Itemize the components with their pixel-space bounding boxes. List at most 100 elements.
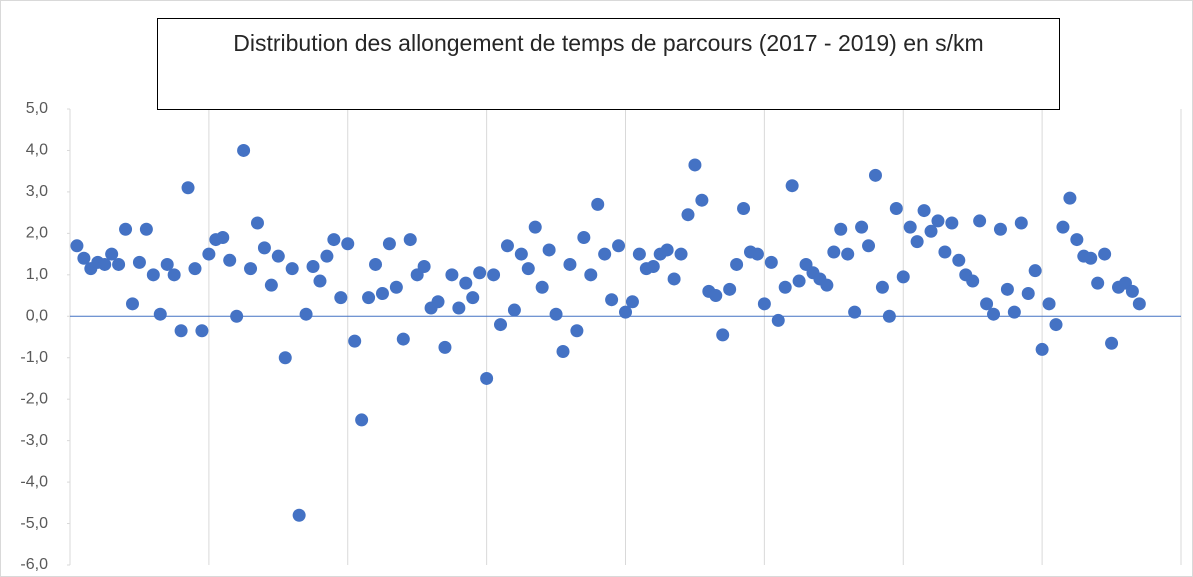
scatter-point [112, 257, 126, 271]
scatter-point [528, 220, 542, 234]
scatter-point [139, 222, 153, 236]
scatter-point [966, 274, 980, 288]
scatter-point [514, 247, 528, 261]
y-tick-label: 3,0 [26, 183, 48, 200]
scatter-point [785, 179, 799, 193]
scatter-point [334, 291, 348, 305]
scatter-point [278, 351, 292, 365]
scatter-point [1049, 318, 1063, 332]
scatter-point [896, 270, 910, 284]
scatter-point [223, 253, 237, 267]
scatter-point [1084, 251, 1098, 265]
scatter-point [619, 305, 632, 319]
scatter-point [973, 214, 987, 228]
scatter-point [855, 220, 869, 234]
scatter-point [584, 268, 598, 282]
scatter-point [737, 201, 751, 215]
scatter-point [625, 295, 639, 309]
scatter-point [987, 307, 1001, 321]
scatter-point [1021, 286, 1035, 300]
scatter-point [98, 257, 112, 271]
y-tick-label: 0,0 [26, 307, 48, 324]
scatter-point [403, 233, 417, 247]
scatter-point [730, 257, 744, 271]
scatter-point [181, 181, 195, 195]
chart-title-box: Distribution des allongement de temps de… [157, 18, 1060, 110]
scatter-point [125, 297, 139, 311]
scatter-point [980, 297, 994, 311]
scatter-point [674, 247, 688, 261]
scatter-point [709, 289, 723, 303]
scatter-point [757, 297, 771, 311]
scatter-point [841, 247, 855, 261]
scatter-point [132, 255, 146, 269]
scatter-point [868, 168, 882, 182]
scatter-point [549, 307, 563, 321]
scatter-point [993, 222, 1007, 236]
scatter-point [348, 334, 362, 348]
scatter-point [431, 295, 445, 309]
scatter-point [160, 257, 174, 271]
scatter-point [1042, 297, 1056, 311]
scatter-point [264, 278, 278, 292]
scatter-point [1098, 247, 1112, 261]
scatter-point [466, 291, 480, 305]
scatter-point [1014, 216, 1028, 230]
scatter-point [153, 307, 167, 321]
scatter-point [903, 220, 917, 234]
scatter-point [945, 216, 959, 230]
scatter-point [195, 324, 209, 338]
scatter-point [320, 249, 334, 263]
scatter-point [271, 249, 285, 263]
scatter-point [570, 324, 584, 338]
scatter-point [362, 291, 376, 305]
scatter-point [1028, 264, 1042, 278]
scatter-point [1000, 282, 1014, 296]
scatter-point [882, 309, 896, 323]
scatter-point [202, 247, 216, 261]
scatter-point [924, 224, 938, 238]
scatter-point [327, 233, 341, 247]
scatter-point [848, 305, 862, 319]
scatter-point [445, 268, 459, 282]
chart-title: Distribution des allongement de temps de… [233, 30, 984, 56]
scatter-point [1063, 191, 1077, 205]
scatter-point [771, 313, 785, 327]
scatter-point [695, 193, 709, 207]
scatter-point [375, 286, 389, 300]
scatter-point [521, 262, 535, 276]
scatter-point [556, 345, 570, 359]
scatter-point [299, 307, 313, 321]
scatter-point [396, 332, 410, 346]
scatter-point [494, 318, 508, 332]
scatter-point [1035, 342, 1049, 356]
scatter-point [257, 241, 271, 255]
scatter-point [820, 278, 834, 292]
y-tick-label: 5,0 [26, 100, 48, 117]
scatter-point [292, 508, 306, 522]
y-tick-label: -6,0 [20, 556, 48, 573]
scatter-point [473, 266, 487, 280]
scatter-point [244, 262, 258, 276]
scatter-point [889, 201, 903, 215]
scatter-point [646, 260, 660, 274]
scatter-point [452, 301, 466, 315]
scatter-point [382, 237, 396, 251]
scatter-point [764, 255, 778, 269]
scatter-point [1007, 305, 1021, 319]
scatter-point [500, 239, 514, 253]
scatter-point [688, 158, 702, 172]
scatter-point [605, 293, 619, 307]
scatter-point [167, 268, 181, 282]
scatter-point [250, 216, 264, 230]
scatter-point [188, 262, 202, 276]
scatter-point [1056, 220, 1070, 234]
scatter-point [667, 272, 681, 286]
scatter-point [750, 247, 764, 261]
scatter-point [535, 280, 549, 294]
scatter-point [931, 214, 945, 228]
y-tick-label: -2,0 [20, 390, 48, 407]
scatter-point [438, 340, 452, 354]
scatter-point [77, 251, 91, 265]
scatter-point [313, 274, 327, 288]
